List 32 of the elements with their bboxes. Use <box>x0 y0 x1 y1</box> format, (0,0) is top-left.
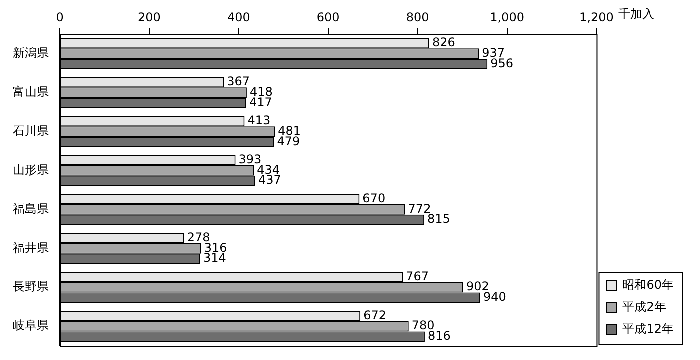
data-label: 278 <box>187 230 210 244</box>
x-tick-label: 0 <box>56 10 64 24</box>
y-tick-label: 新潟県 <box>13 46 49 60</box>
data-label: 815 <box>428 212 450 226</box>
x-tick-label: 200 <box>138 10 161 24</box>
x-tick-label: 400 <box>227 10 250 24</box>
data-label: 437 <box>258 173 282 188</box>
data-label: 767 <box>406 269 429 284</box>
data-label: 393 <box>238 152 262 166</box>
legend-label: 昭和60年 <box>622 278 674 292</box>
data-label: 314 <box>203 251 226 266</box>
x-tick-label: 800 <box>406 10 430 24</box>
y-tick-label: 富山県 <box>13 84 49 99</box>
data-label: 826 <box>432 36 456 50</box>
legend-label: 平成12年 <box>622 322 674 336</box>
y-tick-label: 岐阜県 <box>13 318 49 333</box>
data-label: 413 <box>248 114 271 128</box>
data-label: 367 <box>227 74 250 89</box>
x-tick-label: 600 <box>316 10 340 24</box>
y-tick-label: 福井県 <box>13 240 49 255</box>
x-axis-title: 千加入 <box>618 7 655 22</box>
data-label: 670 <box>362 191 386 206</box>
y-tick-label: 山形県 <box>13 162 49 177</box>
legend-label: 平成2年 <box>622 300 666 314</box>
y-tick-label: 石川県 <box>13 124 49 138</box>
data-label: 940 <box>483 290 506 304</box>
x-tick-label: 1,000 <box>490 10 524 24</box>
y-tick-label: 福島県 <box>13 202 49 216</box>
x-tick-label: 1,200 <box>580 10 614 24</box>
y-tick-label: 長野県 <box>13 280 49 294</box>
data-label: 672 <box>364 308 386 322</box>
data-label: 816 <box>428 329 451 344</box>
